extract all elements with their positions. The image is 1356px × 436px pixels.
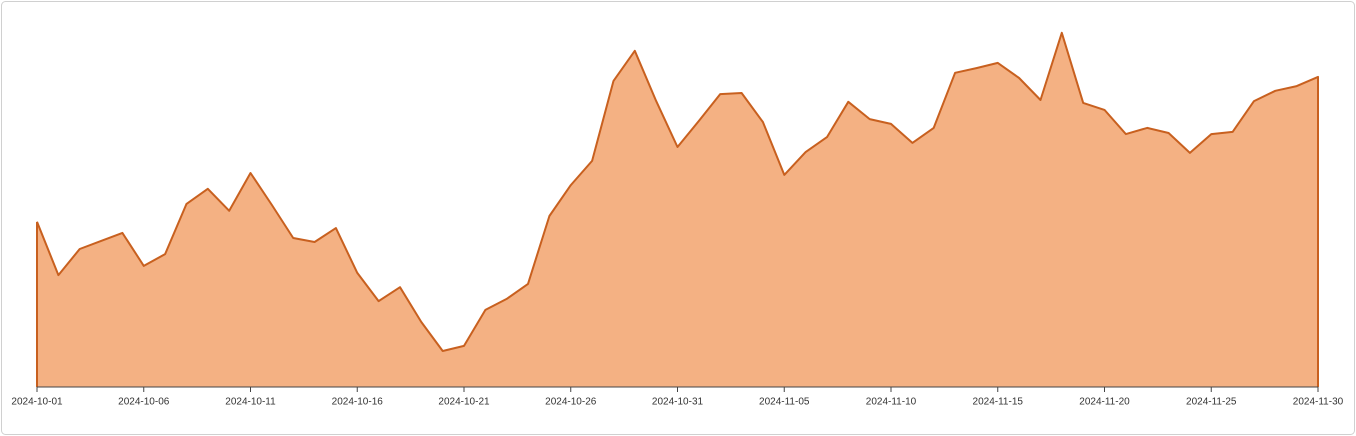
x-tick-label: 2024-11-30 [1293,397,1344,408]
x-tick-label: 2024-10-26 [545,397,597,408]
x-tick-label: 2024-11-25 [1186,397,1237,408]
x-tick-label: 2024-10-16 [332,397,384,408]
x-tick-label: 2024-10-06 [118,397,170,408]
area-fill [37,32,1318,388]
x-tick-label: 2024-10-11 [225,397,276,408]
x-tick-label: 2024-11-10 [866,397,917,408]
area-line [36,31,1319,387]
x-tick-label: 2024-10-01 [11,397,63,408]
x-tick-label: 2024-10-21 [438,397,490,408]
x-tick-label: 2024-11-15 [973,397,1024,408]
x-tick-label: 2024-11-05 [759,397,810,408]
x-tick-label: 2024-10-31 [652,397,704,408]
x-tick-label: 2024-11-20 [1079,397,1130,408]
